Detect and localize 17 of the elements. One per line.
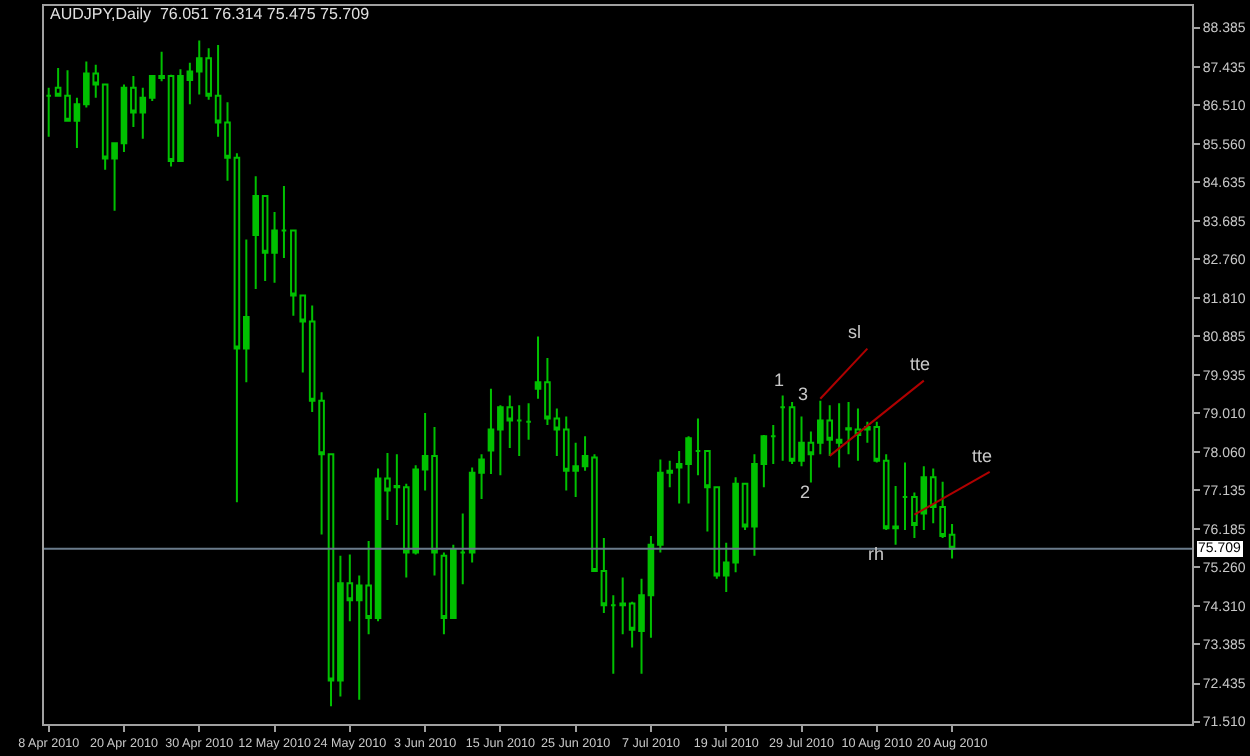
annotation: 1 [774, 370, 785, 390]
annotation: 2 [800, 482, 811, 502]
candlestick [280, 185, 288, 260]
annotation: 3 [798, 384, 809, 404]
annotation: tte [910, 354, 931, 374]
annotation: sl [848, 322, 861, 342]
candlestick [515, 404, 523, 457]
chart-title: AUDJPY,Daily 76.051 76.314 75.475 75.709 [50, 4, 371, 23]
candlestick [45, 86, 53, 138]
candlestick [901, 461, 909, 531]
annotation: rh [868, 544, 885, 564]
candlestick [252, 175, 260, 290]
candlestick [779, 394, 786, 462]
candlestick [694, 417, 702, 477]
candlestick [769, 424, 777, 466]
annotation: tte [972, 446, 993, 466]
candlestick [525, 402, 532, 441]
